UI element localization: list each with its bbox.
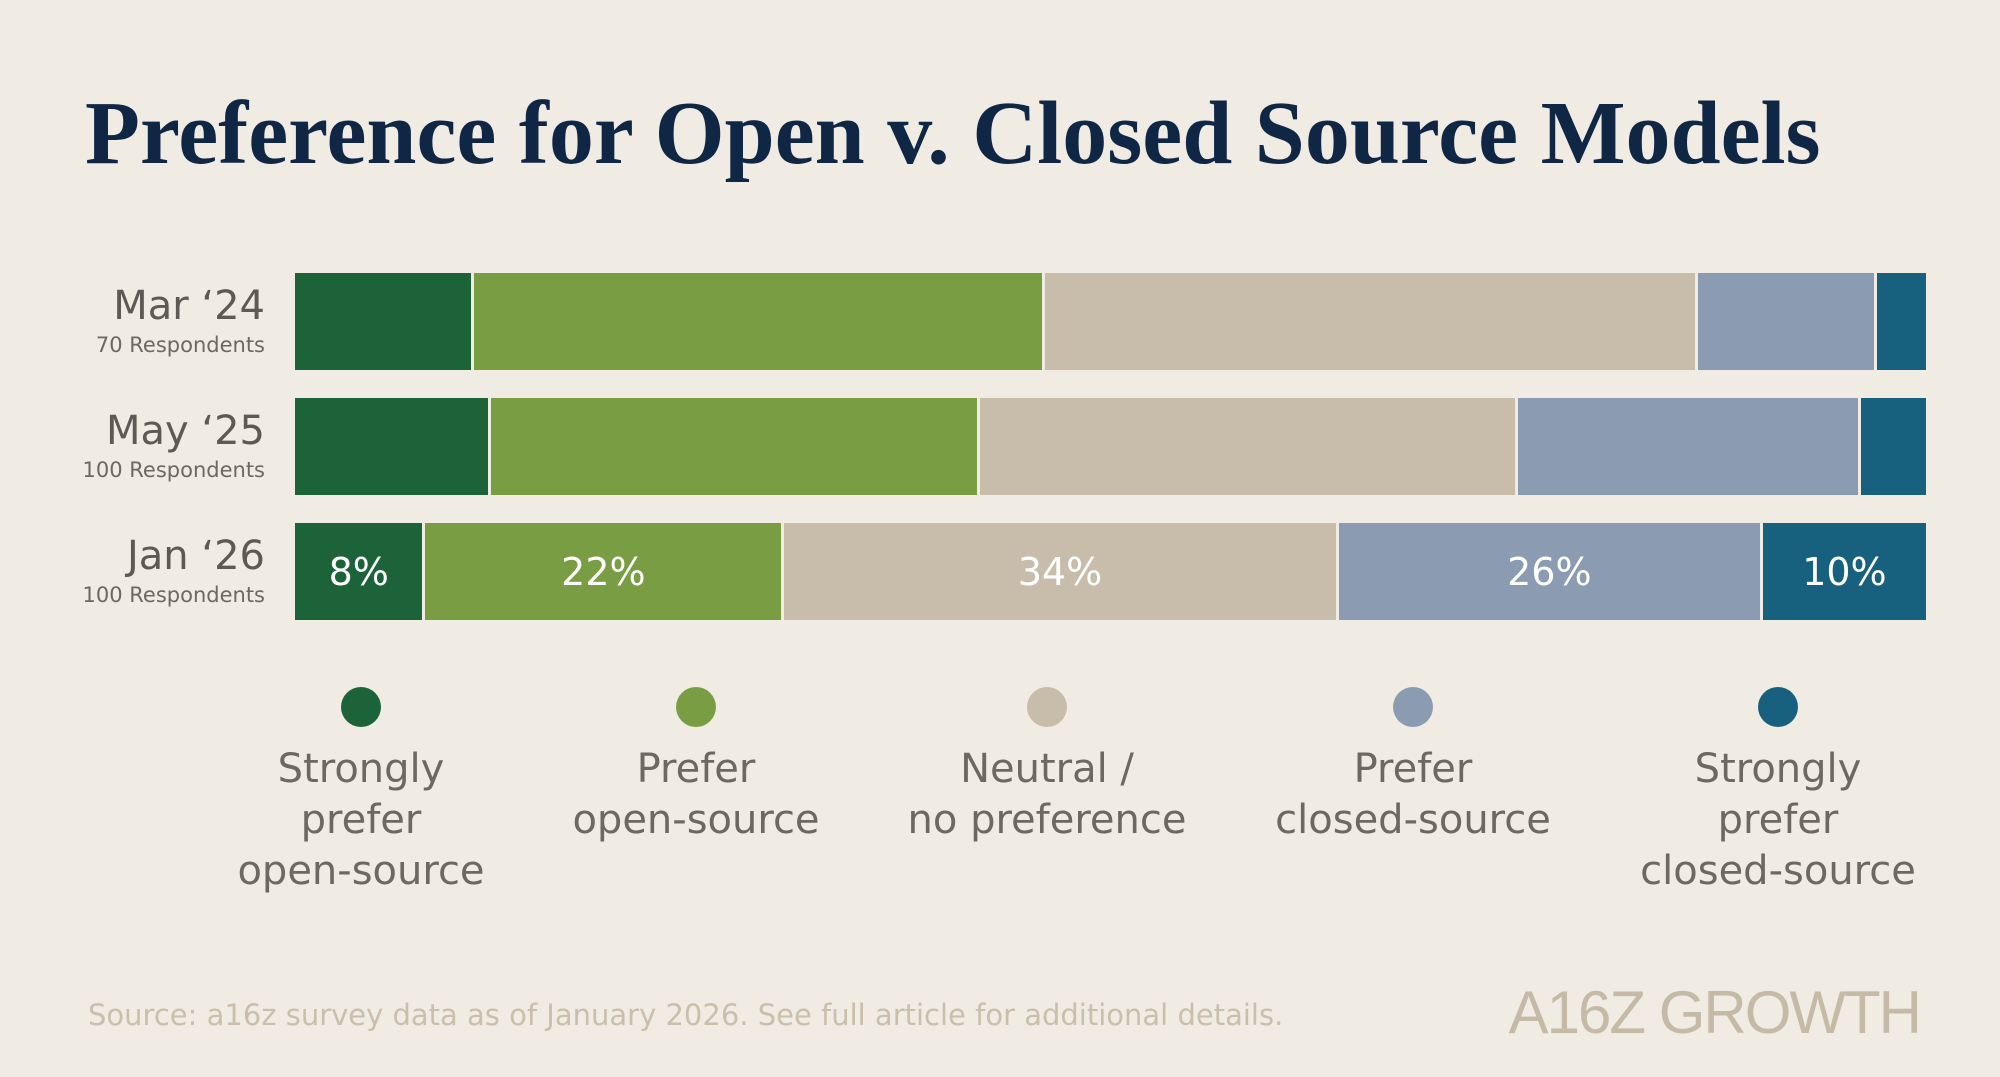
bar-segment (1877, 273, 1926, 370)
legend-marker (1758, 687, 1798, 727)
legend-marker (1027, 687, 1067, 727)
bar-segment (295, 273, 475, 370)
bar-segment (980, 398, 1519, 495)
legend-label: Neutral / no preference (907, 746, 1187, 843)
value-label: 8% (328, 549, 389, 594)
bar-segment: 34% (784, 523, 1339, 620)
legend-marker (341, 687, 381, 727)
bar-segment (474, 273, 1046, 370)
bar-segment: 10% (1762, 523, 1926, 620)
bar-segment (1045, 273, 1698, 370)
legend-label: Strongly prefer open-source (237, 746, 485, 894)
logo: A16Z GROWTH (1508, 979, 1922, 1046)
category-label: Mar ‘24 (113, 283, 265, 329)
legend-marker (676, 687, 716, 727)
legend-label: Prefer closed-source (1275, 746, 1551, 843)
bar-segment: 26% (1338, 523, 1763, 620)
category-label: Jan ‘26 (127, 533, 265, 579)
value-label: 10% (1802, 549, 1887, 594)
value-label: 26% (1507, 549, 1592, 594)
bar-segment (1697, 273, 1878, 370)
bar-segment: 22% (425, 523, 785, 620)
bar-segment: 8% (295, 523, 426, 620)
category-label: May ‘25 (105, 408, 265, 454)
value-label: 22% (561, 549, 646, 594)
legend-label: Prefer open-source (572, 746, 820, 843)
category-subtitle: 70 Respondents (95, 333, 265, 357)
value-label: 34% (1017, 549, 1103, 594)
bar-segment (295, 398, 491, 495)
legend-label: Strongly prefer closed-source (1640, 746, 1916, 894)
bar-segment (1518, 398, 1861, 495)
source-note: Source: a16z survey data as of January 2… (88, 998, 1284, 1032)
legend-marker (1393, 687, 1433, 727)
category-subtitle: 100 Respondents (82, 458, 266, 482)
category-subtitle: 100 Respondents (82, 583, 266, 607)
chart-title: Preference for Open v. Closed Source Mod… (85, 84, 1821, 183)
bar-segment (490, 398, 981, 495)
bar-segment (1860, 398, 1926, 495)
